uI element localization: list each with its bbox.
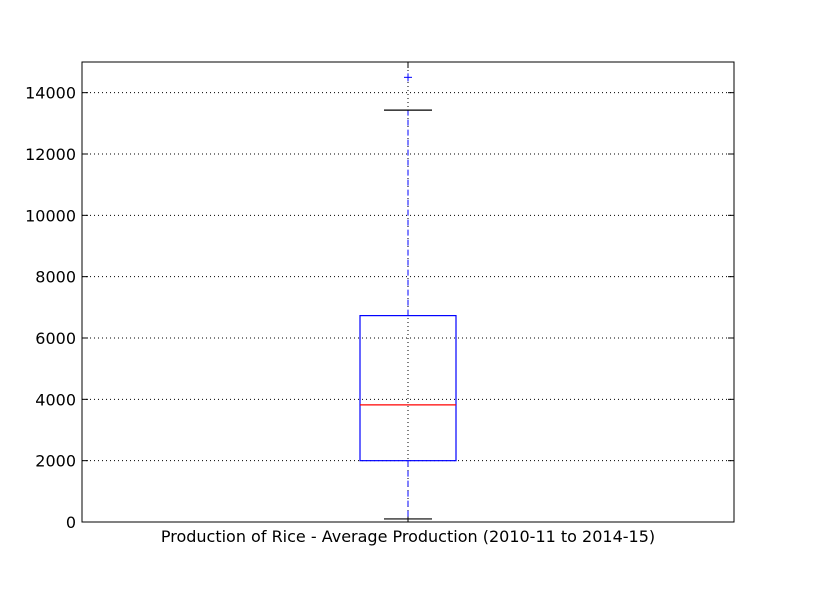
y-tick-label: 0 [66, 513, 76, 532]
y-tick-label: 12000 [25, 145, 76, 164]
box-layer [359, 73, 457, 520]
x-category-label: Production of Rice - Average Production … [161, 527, 655, 546]
plot-frame [81, 61, 735, 523]
y-tick-label: 2000 [35, 452, 76, 471]
grid-layer [82, 62, 734, 522]
y-tick-label: 10000 [25, 206, 76, 225]
y-axis-ticks: 0 2000 4000 6000 8000 10000 12000 14000 [25, 62, 734, 532]
y-tick-label: 8000 [35, 268, 76, 287]
y-tick-label: 14000 [25, 84, 76, 103]
y-tick-label: 4000 [35, 390, 76, 409]
iqr-box [359, 315, 457, 462]
y-tick-label: 6000 [35, 329, 76, 348]
outlier-point [404, 73, 412, 82]
